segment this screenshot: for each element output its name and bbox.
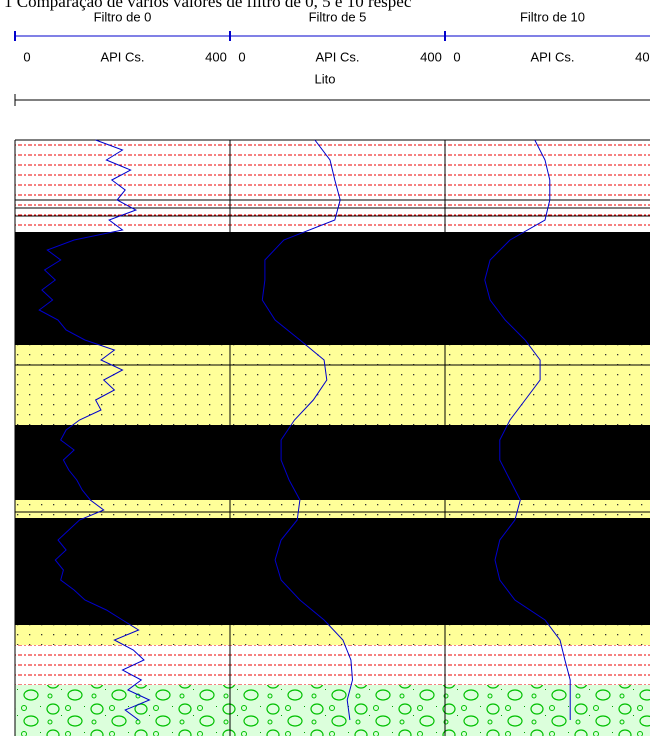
page: {"caption": "1 Comparação de vários valo…: [0, 0, 650, 736]
chart: 1 Comparação de vários valores de filtro…: [0, 0, 650, 736]
track-title: Filtro de 10: [520, 9, 585, 24]
x-tick-label: 400: [205, 49, 227, 64]
sand-band: [15, 500, 650, 518]
coal-band: [15, 518, 650, 625]
track-title: Filtro de 5: [309, 9, 367, 24]
coal-band: [15, 232, 650, 345]
shale-band: [15, 140, 650, 232]
sand-band: [15, 345, 650, 425]
track-title: Filtro de 0: [94, 9, 152, 24]
lithology-title: Lito: [315, 71, 336, 86]
conglomerate-band: [15, 685, 650, 736]
x-tick-label: 0: [453, 49, 460, 64]
sand-band: [15, 625, 650, 645]
x-tick-label: 400: [635, 49, 650, 64]
x-tick-label: 0: [238, 49, 245, 64]
x-tick-label: 400: [420, 49, 442, 64]
axis-label: API Cs.: [530, 49, 574, 64]
shale-band: [15, 645, 650, 685]
axis-label: API Cs.: [100, 49, 144, 64]
axis-label: API Cs.: [315, 49, 359, 64]
x-tick-label: 0: [23, 49, 30, 64]
lithology: [15, 140, 650, 736]
coal-band: [15, 425, 650, 500]
